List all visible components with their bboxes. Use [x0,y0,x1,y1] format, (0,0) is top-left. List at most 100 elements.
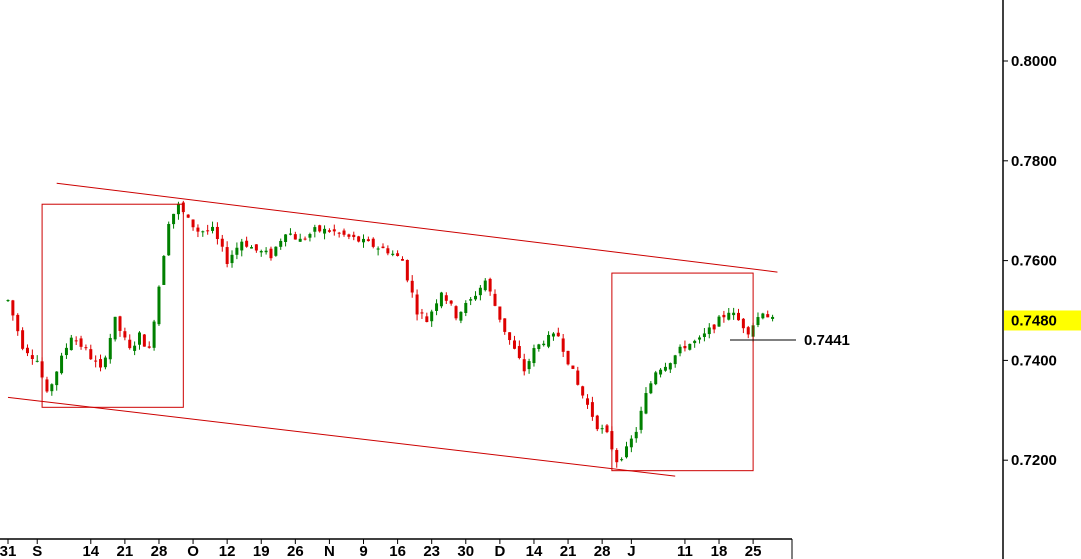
candle [323,225,327,240]
candle [79,335,83,350]
x-tick-label: 30 [457,543,474,559]
candle-body [678,346,682,354]
candle [172,213,176,229]
candle [722,310,726,323]
candle-body [727,312,731,320]
candle [308,232,312,242]
candle [303,236,307,241]
candle [605,424,609,434]
last-price-highlight [1004,310,1081,331]
candle [6,299,10,303]
candle-body [391,253,395,255]
candle [274,246,278,257]
x-tick-label: 21 [117,543,134,559]
candle-body [347,234,351,237]
candle [532,344,536,367]
x-tick-label: 14 [82,543,99,559]
candle-body [435,303,439,311]
y-tick-label: 0.8000 [1011,53,1057,70]
candle [668,362,672,373]
last-price-label: 0.7480 [1011,312,1057,329]
x-tick-label: 21 [560,543,577,559]
candle-body [644,393,648,414]
candle-body [537,344,541,349]
candle [425,312,429,323]
candle-body [410,280,414,293]
candle-body [405,259,409,281]
candle [89,344,93,360]
candle-body [357,236,361,242]
candle [357,235,361,243]
candle [152,319,156,351]
candle [69,334,73,351]
candle-body [396,253,400,256]
candle [737,308,740,321]
candle [732,307,736,320]
x-tick-label: N [324,543,335,559]
candle [254,244,258,253]
candle [123,327,127,341]
candle-body [420,312,424,314]
x-tick-label: 28 [151,543,168,559]
candle-body [279,240,283,247]
candle-body [376,248,380,250]
candle-body [693,340,697,344]
candle-body [605,425,609,433]
candle [712,324,716,334]
candle [688,343,692,351]
candle [600,424,604,434]
candle-body [371,238,375,247]
candle [342,228,346,237]
candle-body [240,241,244,251]
candle-body [590,402,594,417]
candle-body [191,219,195,228]
candle-body [722,314,726,318]
candle-body [230,254,234,264]
candle [298,233,302,242]
candle [279,238,283,250]
candle-body [327,230,331,232]
candle-body [654,372,658,385]
candle-body [259,251,263,253]
candle [512,335,516,350]
candle [522,353,526,376]
candle [230,250,234,268]
candle-body [35,360,39,362]
candle [493,289,497,307]
candle-body [532,348,536,364]
candle [206,224,210,235]
candle [400,256,404,261]
candle [84,344,88,351]
candle-body [415,294,419,315]
candle [259,249,263,257]
candle [167,221,171,256]
candle-body [615,450,619,463]
candle-body [167,223,171,256]
candle-body [464,302,468,313]
candle-body [600,428,604,430]
candle [332,224,336,236]
candle-body [556,332,560,337]
candle [702,328,706,342]
candle [756,312,760,328]
x-tick-label: J [627,543,635,559]
candle [220,234,224,252]
candle [45,376,49,393]
candle [352,231,356,241]
candle-body [162,256,166,285]
candle-body [430,311,434,322]
highlight-box-1 [41,203,184,408]
candle-body [332,229,336,232]
candle-body [493,293,497,306]
candle-body [220,238,224,247]
candle-body [766,314,770,318]
candle [537,343,541,352]
candle [30,349,34,365]
candle [25,344,29,357]
candle [483,278,487,292]
candle-body [444,295,448,301]
candle [391,250,395,257]
candle-body [571,365,575,369]
candle-body [508,332,512,341]
candle-body [449,300,453,304]
